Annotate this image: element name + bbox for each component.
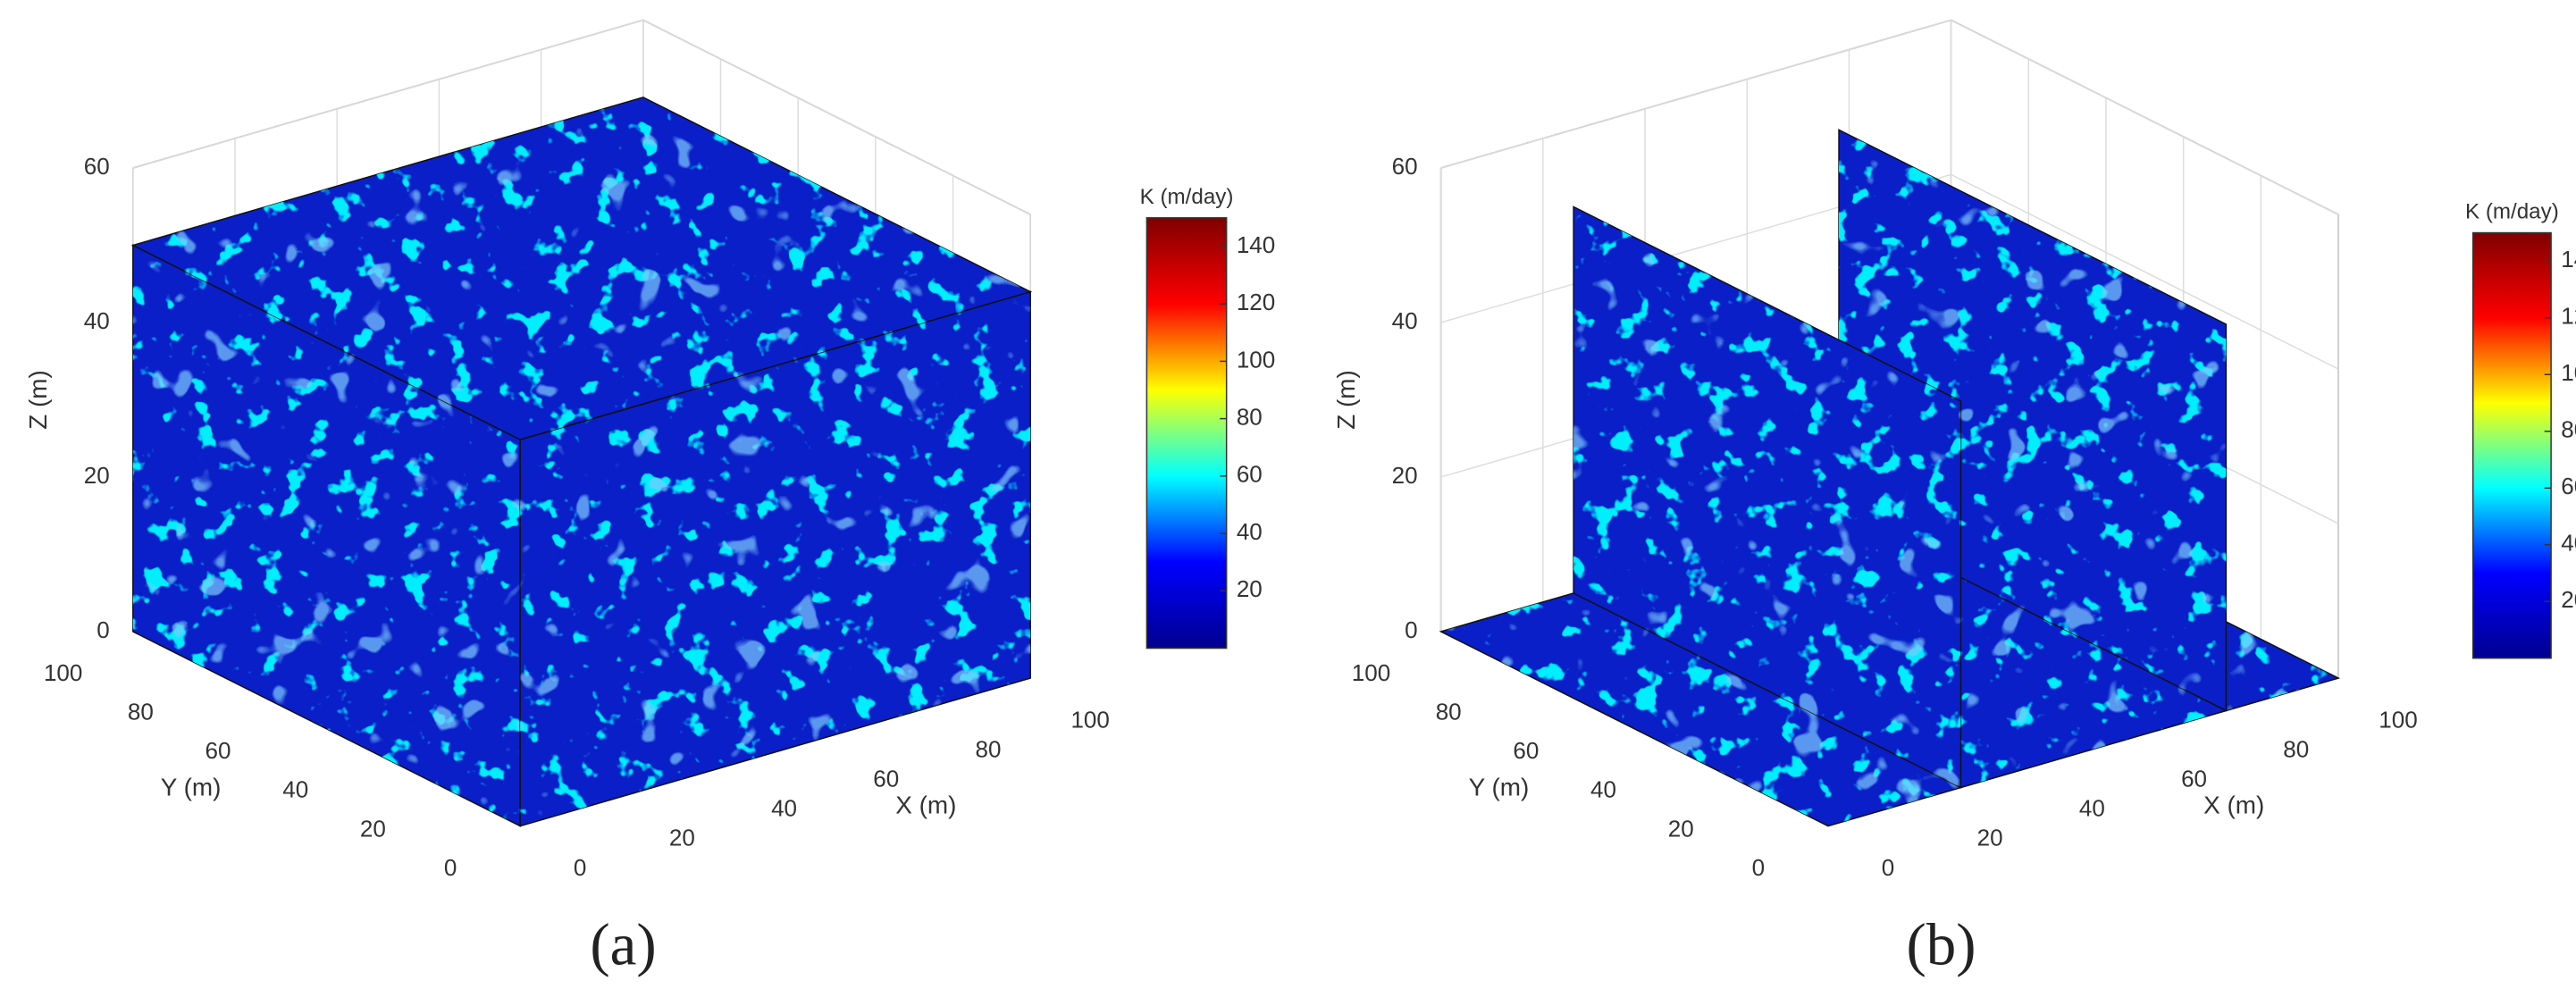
colorbar-tick-label: 120 <box>1237 289 1275 315</box>
field-texture <box>1573 206 1961 788</box>
y-tick-label: 40 <box>1590 776 1616 803</box>
colorbar-tick-label: 140 <box>2561 246 2576 272</box>
panel-label: (b) <box>1906 911 1976 977</box>
colorbar <box>2471 231 2552 659</box>
colorbar-title: K (m/day) <box>1140 185 1234 209</box>
colorbar-tick-label: 120 <box>2561 303 2576 330</box>
colorbar-tick-label: 20 <box>2561 586 2576 613</box>
x-tick-label: 100 <box>1070 706 1109 733</box>
colorbar-tick-label: 80 <box>1237 403 1263 430</box>
colorbar <box>1145 217 1228 650</box>
y-tick-label: 80 <box>1436 699 1462 725</box>
y-tick-label: 100 <box>1352 659 1390 686</box>
z-tick-label: 60 <box>84 153 110 180</box>
grid-line <box>132 19 1031 215</box>
y-tick-label: 20 <box>1668 815 1694 842</box>
z-tick-label: 20 <box>1392 462 1418 489</box>
y-axis-title: Y (m) <box>161 773 222 800</box>
z-tick-label: 60 <box>1392 153 1418 180</box>
colorbar-tick-label: 40 <box>2561 530 2576 557</box>
y-axis-title: Y (m) <box>1469 773 1530 800</box>
z-axis-title: Z (m) <box>24 370 52 430</box>
x-tick-label: 40 <box>2079 795 2105 822</box>
x-tick-label: 0 <box>574 854 586 881</box>
x-tick-label: 20 <box>1977 825 2003 851</box>
x-axis-title: X (m) <box>895 792 956 819</box>
field-texture <box>520 291 1031 826</box>
x-tick-label: 80 <box>975 735 1001 762</box>
colorbar-tick-label: 80 <box>2561 416 2576 443</box>
colorbar-tick-label: 40 <box>1237 518 1263 545</box>
colorbar-tick-label: 140 <box>1237 231 1275 258</box>
colorbar-tick-label: 20 <box>1237 575 1263 602</box>
x-tick-label: 20 <box>669 825 695 851</box>
y-tick-label: 0 <box>1752 854 1765 881</box>
z-tick-label: 0 <box>1405 616 1417 643</box>
y-tick-label: 40 <box>282 776 308 803</box>
colorbar-tick-label: 100 <box>1237 346 1275 373</box>
z-axis-title: Z (m) <box>1332 370 1360 430</box>
z-tick-label: 40 <box>1392 307 1418 334</box>
x-axis-title: X (m) <box>2203 792 2264 819</box>
z-tick-label: 40 <box>84 307 110 334</box>
z-tick-label: 20 <box>84 462 110 489</box>
y-tick-label: 60 <box>1513 737 1539 764</box>
y-tick-label: 60 <box>206 737 231 764</box>
x-tick-label: 80 <box>2283 735 2309 762</box>
field-texture <box>132 245 521 826</box>
y-tick-label: 100 <box>44 659 82 686</box>
colorbar-tick-label: 60 <box>1237 461 1263 488</box>
panel-label: (a) <box>590 911 656 977</box>
field-texture <box>1839 130 2227 711</box>
x-tick-label: 40 <box>771 795 797 822</box>
y-tick-label: 0 <box>444 854 457 881</box>
colorbar-title: K (m/day) <box>2465 200 2559 224</box>
x-tick-label: 0 <box>1882 854 1894 881</box>
y-tick-label: 20 <box>360 815 386 842</box>
y-tick-label: 80 <box>128 699 154 725</box>
colorbar-tick-label: 100 <box>2561 359 2576 386</box>
x-tick-label: 100 <box>2379 706 2417 733</box>
x-tick-label: 60 <box>873 765 899 792</box>
field-texture <box>132 96 1031 440</box>
grid-line <box>1440 19 2339 215</box>
colorbar-tick-label: 60 <box>2561 473 2576 499</box>
z-tick-label: 0 <box>96 616 109 643</box>
x-tick-label: 60 <box>2181 765 2207 792</box>
